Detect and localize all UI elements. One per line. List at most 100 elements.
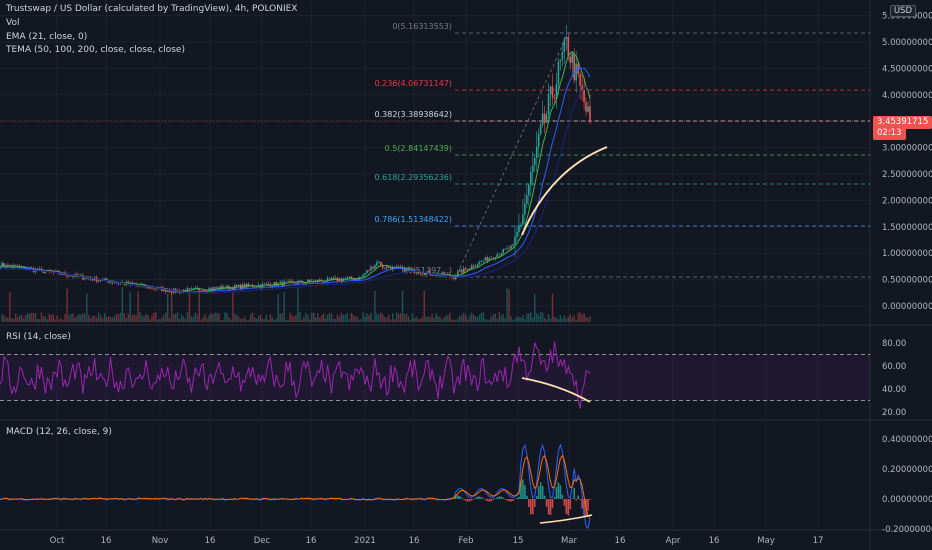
volume-bar bbox=[506, 287, 508, 322]
volume-bar bbox=[547, 314, 550, 322]
time-axis[interactable]: Oct 16 Nov 16 Dec 16 2021 16 Feb 15 Mar 16 Apr 16 May 1… bbox=[50, 536, 824, 546]
tema-legend[interactable]: TEMA (50, 100, 200, close, close, close) bbox=[6, 45, 185, 55]
macd-histogram-bar bbox=[549, 499, 552, 515]
macd-histogram-bar bbox=[476, 496, 479, 499]
volume-bar bbox=[243, 316, 246, 322]
candle-body bbox=[291, 280, 293, 282]
symbol-title[interactable]: Trustswap / US Dollar (calculated by Tra… bbox=[6, 4, 298, 14]
candle-body bbox=[350, 276, 353, 279]
macd-histogram-bar bbox=[466, 499, 469, 502]
volume-bar bbox=[32, 313, 35, 322]
volume-bar bbox=[283, 292, 285, 322]
volume-bar bbox=[200, 319, 202, 322]
ema-legend[interactable]: EMA (21, close, 0) bbox=[6, 32, 88, 42]
volume-bar bbox=[399, 313, 402, 322]
macd-histogram-bar bbox=[149, 498, 151, 500]
price-tick: 3.00000000 bbox=[882, 144, 932, 154]
volume-bar bbox=[28, 313, 31, 322]
volume-bar bbox=[157, 319, 159, 322]
rsi-legend[interactable]: RSI (14, close) bbox=[6, 332, 71, 342]
macd-tick: 0.40000000 bbox=[882, 435, 932, 445]
volume-bar bbox=[271, 317, 274, 322]
fibonacci-retracement[interactable]: 0(5.16313553) 0.236(4.06731147) 0.382(3.38… bbox=[375, 22, 871, 278]
macd-histogram-bar bbox=[245, 498, 248, 500]
macd-histogram-bar bbox=[462, 499, 465, 500]
volume-bar bbox=[326, 314, 329, 322]
volume-bar bbox=[198, 291, 200, 322]
candle-body bbox=[460, 269, 463, 273]
volume-bar bbox=[285, 319, 287, 322]
candle-body bbox=[383, 267, 386, 269]
price-axis[interactable]: 5.500000005.000000004.500000004.00000000… bbox=[882, 12, 932, 535]
volume-bar bbox=[60, 318, 62, 322]
volume-bar bbox=[516, 316, 518, 322]
macd-histogram-bar bbox=[336, 498, 339, 500]
volume-bar bbox=[11, 318, 13, 322]
volume-bar bbox=[342, 314, 345, 322]
volume-bar bbox=[437, 316, 439, 322]
last-price-badge: 3.45391715 bbox=[873, 116, 932, 129]
rsi-band bbox=[0, 354, 870, 401]
price-tick: 1.00000000 bbox=[882, 249, 932, 259]
volume-bar bbox=[190, 316, 193, 322]
volume-bar bbox=[24, 315, 27, 322]
volume-bar bbox=[299, 312, 301, 322]
volume-legend[interactable]: Vol bbox=[6, 18, 20, 28]
macd-histogram-bar bbox=[480, 497, 483, 499]
time-tick: Dec bbox=[254, 536, 271, 546]
macd-histogram-bar bbox=[308, 498, 311, 500]
volume-bar bbox=[500, 315, 502, 322]
candle-body bbox=[159, 287, 161, 288]
volume-bar bbox=[253, 317, 256, 322]
time-tick: 16 bbox=[205, 536, 216, 546]
volume-bar bbox=[218, 313, 220, 322]
volume-bar bbox=[17, 317, 19, 322]
volume-bar bbox=[459, 315, 461, 322]
volume-bar bbox=[427, 316, 429, 322]
time-tick: 16 bbox=[615, 536, 626, 546]
rsi-tick: 40.00 bbox=[882, 385, 906, 395]
macd-histogram-bar bbox=[494, 498, 497, 499]
candle-body bbox=[210, 288, 212, 290]
macd-histogram-bar bbox=[243, 499, 246, 500]
candle-body bbox=[466, 269, 469, 270]
volume-bar bbox=[386, 317, 388, 322]
candle-body bbox=[237, 284, 240, 287]
candle-body bbox=[235, 284, 238, 287]
candle-body bbox=[279, 281, 282, 283]
volume-bar bbox=[137, 291, 139, 322]
candle-body bbox=[500, 253, 503, 255]
candle-body bbox=[168, 290, 171, 293]
volume-bar bbox=[502, 313, 504, 322]
volume-bar bbox=[153, 312, 155, 322]
candle-body bbox=[366, 270, 368, 274]
volume-bar bbox=[42, 316, 45, 322]
volume-bar bbox=[188, 290, 191, 322]
candle-body bbox=[149, 287, 151, 289]
volume-bar bbox=[488, 319, 491, 322]
volume-bar bbox=[103, 313, 106, 322]
volume-bar bbox=[295, 314, 297, 322]
volume-bar bbox=[86, 293, 88, 322]
macd-histogram-bar bbox=[445, 499, 447, 500]
candle-body bbox=[263, 283, 266, 285]
candle-body bbox=[285, 281, 287, 283]
currency-button[interactable]: USD bbox=[889, 5, 916, 17]
candle-body bbox=[314, 280, 317, 281]
tema-line-2 bbox=[0, 85, 591, 294]
volume-bar bbox=[492, 314, 495, 322]
volume-bar bbox=[380, 312, 382, 322]
volume-bar bbox=[74, 317, 76, 322]
volume-bar bbox=[139, 312, 141, 322]
candle-body bbox=[247, 283, 250, 286]
volume-bar bbox=[174, 313, 177, 322]
volume-bar bbox=[293, 316, 295, 322]
ema-line bbox=[0, 50, 591, 292]
candle-body bbox=[196, 287, 199, 289]
volume-bar bbox=[579, 312, 581, 322]
volume-bar bbox=[364, 316, 366, 322]
volume-bar bbox=[567, 316, 569, 322]
candle-body bbox=[188, 288, 191, 289]
macd-legend[interactable]: MACD (12, 26, close, 9) bbox=[6, 427, 112, 437]
